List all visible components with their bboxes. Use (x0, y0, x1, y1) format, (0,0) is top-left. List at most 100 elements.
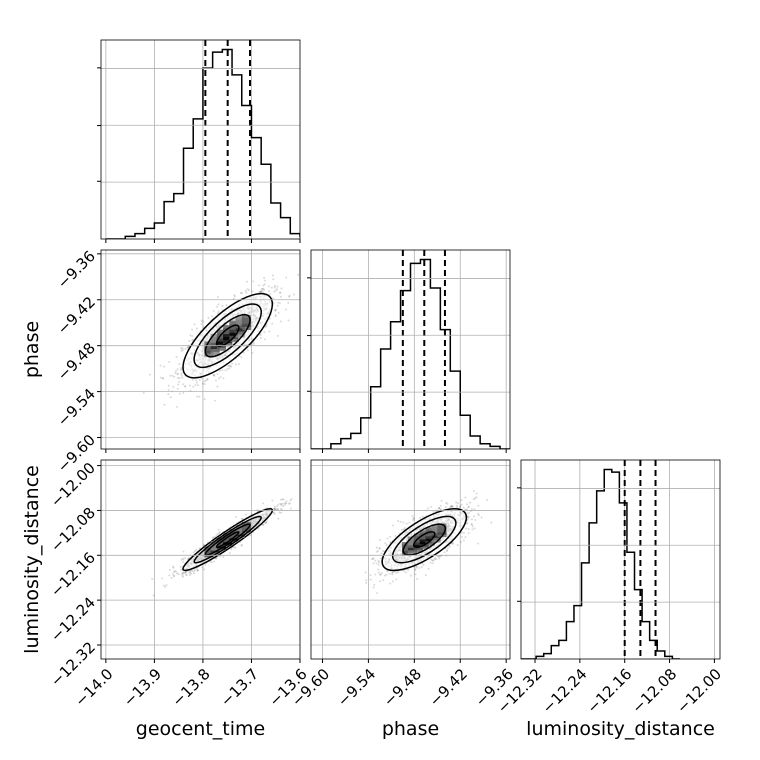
scatter-point (177, 573, 180, 576)
scatter-point (228, 367, 231, 370)
scatter-point (270, 286, 273, 289)
scatter-point (217, 310, 220, 313)
scatter-point (196, 395, 199, 398)
scatter-point (191, 378, 194, 381)
scatter-point (196, 568, 199, 571)
scatter-point (178, 392, 181, 395)
scatter-point (244, 513, 247, 516)
scatter-point (167, 384, 170, 387)
panel-luminosity_distance-luminosity_distance (517, 459, 721, 663)
scatter-point (213, 399, 216, 402)
scatter-point (271, 322, 274, 325)
contour-level-2 (204, 523, 251, 556)
contour-level-3 (193, 303, 262, 369)
scatter-point (402, 528, 405, 531)
scatter-point (273, 507, 276, 510)
scatter-point (174, 370, 177, 373)
scatter-point (173, 375, 176, 378)
scatter-point (455, 504, 458, 507)
scatter-point (459, 506, 462, 509)
scatter-point (460, 499, 463, 502)
scatter-point (175, 570, 178, 573)
scatter-point (466, 518, 469, 521)
y-tick-label: −12.24 (47, 593, 99, 645)
scatter-point (377, 559, 380, 562)
scatter-point (222, 555, 225, 558)
scatter-point (203, 568, 206, 571)
scatter-point (369, 578, 372, 581)
scatter-point (282, 505, 285, 508)
scatter-point (179, 369, 182, 372)
scatter-point (490, 521, 493, 524)
scatter-point (183, 571, 186, 574)
scatter-point (201, 566, 204, 569)
scatter-point (380, 552, 383, 555)
scatter-point (400, 528, 403, 531)
scatter-point (272, 301, 275, 304)
scatter-point (182, 561, 185, 564)
scatter-point (473, 515, 476, 518)
scatter-point (231, 362, 234, 365)
scatter-point (480, 516, 483, 519)
scatter-point (447, 547, 450, 550)
scatter-point (202, 325, 205, 328)
scatter-point (272, 511, 275, 514)
scatter-point (422, 563, 425, 566)
x-tick-label: −13.8 (168, 665, 213, 710)
scatter-point (391, 580, 394, 583)
scatter-point (371, 558, 374, 561)
scatter-point (252, 342, 255, 345)
scatter-point (380, 571, 383, 574)
scatter-point (462, 531, 465, 534)
scatter-point (216, 296, 219, 299)
scatter-point (172, 385, 175, 388)
scatter-point (219, 376, 222, 379)
y-tick-label: −9.36 (54, 247, 99, 292)
scatter-point (375, 550, 378, 553)
scatter-point (467, 527, 470, 530)
scatter-point (225, 304, 228, 307)
scatter-point (173, 569, 176, 572)
scatter-point (392, 524, 395, 527)
scatter-point (233, 295, 236, 298)
scatter-point (284, 308, 287, 311)
scatter-point (445, 549, 448, 552)
scatter-point (473, 527, 476, 530)
scatter-point (279, 295, 282, 298)
scatter-point (181, 376, 184, 379)
scatter-point (277, 301, 280, 304)
scatter-point (264, 521, 267, 524)
panel-body (521, 460, 680, 659)
scatter-point (172, 566, 175, 569)
y-axis-label-luminosity_distance: luminosity_distance (21, 465, 43, 654)
y-tick-label: −9.48 (54, 339, 99, 384)
scatter-point (216, 372, 219, 375)
scatter-point (431, 559, 434, 562)
scatter-point (282, 502, 285, 505)
scatter-point (228, 364, 231, 367)
scatter-point (200, 319, 203, 322)
scatter-point (369, 574, 372, 577)
panel-body (364, 489, 493, 595)
scatter-point (273, 505, 276, 508)
scatter-point (229, 365, 232, 368)
scatter-point (173, 575, 176, 578)
scatter-point (212, 309, 215, 312)
scatter-point (381, 550, 384, 553)
scatter-point (297, 273, 300, 276)
scatter-point (394, 535, 397, 538)
scatter-point (467, 516, 470, 519)
scatter-point (419, 516, 422, 519)
scatter-point (216, 533, 219, 536)
scatter-point (180, 367, 183, 370)
panel-body (105, 40, 300, 239)
scatter-point (252, 280, 255, 283)
scatter-point (245, 291, 248, 294)
scatter-point (198, 547, 201, 550)
scatter-point (246, 349, 249, 352)
scatter-point (181, 572, 184, 575)
scatter-point (372, 586, 375, 589)
density-cell (235, 524, 245, 534)
scatter-point (439, 504, 442, 507)
